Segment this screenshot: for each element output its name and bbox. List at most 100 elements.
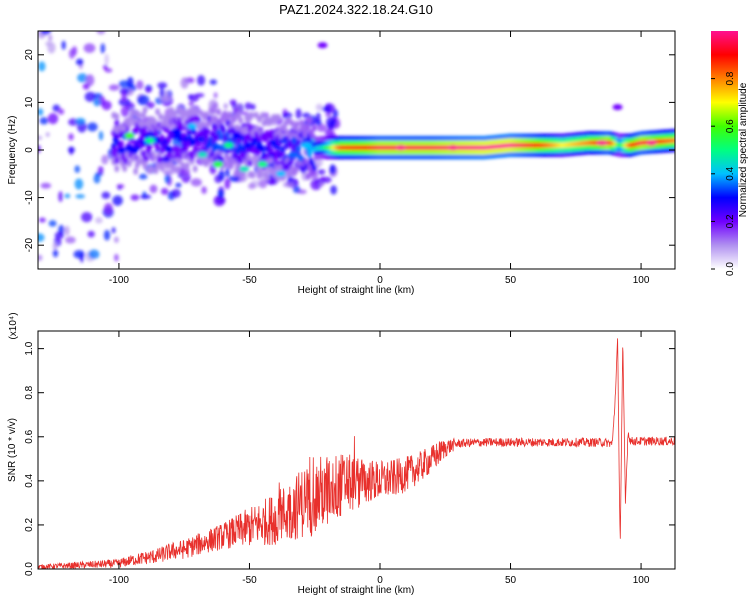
heatmap-cell — [229, 99, 237, 106]
heatmap-cell — [87, 122, 98, 132]
snr-frame — [37, 330, 676, 570]
heatmap-cell — [199, 109, 204, 117]
heatmap-cell — [227, 111, 233, 119]
heatmap-cell — [100, 43, 106, 54]
heatmap-cell — [305, 173, 311, 181]
heatmap-cell — [75, 117, 86, 125]
y-tick-label: 1.0 — [24, 341, 35, 355]
heatmap-cell — [77, 73, 88, 83]
heatmap-cell — [133, 167, 139, 175]
heatmap-cell — [170, 163, 176, 171]
heatmap-cell — [119, 140, 124, 148]
heatmap-cell — [38, 254, 43, 261]
colorbar-tick-label: 0.2 — [725, 214, 736, 228]
x-tick-label: 50 — [505, 275, 517, 286]
y-tick-label: 0.6 — [24, 429, 35, 443]
heatmap-cell — [228, 175, 240, 182]
heatmap-cell — [98, 130, 104, 141]
heatmap-cell — [325, 112, 332, 118]
heatmap-cell — [101, 100, 112, 111]
heatmap-cell — [282, 112, 293, 120]
heatmap-cell — [38, 144, 41, 154]
heatmap-cell — [142, 106, 148, 114]
heatmap-hotspot — [275, 170, 286, 177]
snr-y-ticks: 0.0 0.2 0.4 0.6 0.8 1.0 — [24, 341, 675, 576]
y-tick-label: 0.4 — [24, 473, 35, 487]
heatmap-cell — [164, 173, 170, 184]
heatmap-cell — [64, 225, 70, 236]
heatmap-cell — [40, 182, 52, 189]
heatmap-cell — [224, 178, 231, 190]
heatmap-cell — [275, 113, 281, 121]
heatmap-cell — [311, 164, 317, 172]
snr-x-label: Height of straight line (km) — [298, 585, 415, 596]
x-tick-label: -100 — [109, 275, 129, 286]
heatmap-cell — [315, 103, 324, 111]
heatmap-cell — [250, 103, 256, 111]
heatmap-cell — [38, 217, 46, 223]
heatmap-cell — [58, 191, 63, 203]
heatmap-cell — [220, 126, 226, 134]
heatmap-cell — [137, 94, 150, 106]
heatmap-cell — [672, 128, 675, 134]
heatmap-cell — [158, 113, 164, 121]
heatmap-cell — [52, 104, 61, 112]
heatmap-cell — [295, 108, 302, 120]
heatmap-cell — [104, 53, 109, 65]
x-tick-label: 100 — [633, 575, 650, 586]
heatmap-cell — [88, 249, 100, 259]
heatmap-cell — [282, 125, 287, 133]
heatmap-hotspot — [257, 161, 268, 168]
heatmap-cell — [120, 147, 126, 155]
heatmap-cell — [75, 58, 84, 66]
x-tick-label: -100 — [109, 575, 129, 586]
y-tick-label: -20 — [24, 238, 35, 253]
heatmap-cell — [101, 191, 111, 200]
heatmap-cell — [152, 154, 157, 162]
heatmap-cell — [136, 80, 144, 90]
colorbar-gradient — [711, 31, 738, 269]
heatmap-cell — [48, 220, 57, 227]
heatmap-cell — [201, 186, 207, 194]
heatmap-cell — [302, 112, 311, 118]
heatmap-cell — [155, 144, 160, 152]
heatmap-cell — [48, 34, 53, 42]
heatmap-cell — [236, 110, 242, 118]
heatmap-cell — [289, 119, 295, 127]
heatmap-cell — [253, 111, 259, 119]
heatmap-cell — [112, 195, 123, 206]
heatmap-cell — [141, 139, 146, 147]
heatmap-cell — [260, 144, 265, 152]
heatmap-cell — [114, 165, 120, 173]
heatmap-cell — [247, 159, 253, 167]
heatmap-cell — [138, 173, 148, 180]
heatmap-cell — [140, 194, 152, 199]
heatmap-cell — [159, 86, 165, 98]
snr-x-ticks: -100 -50 0 50 100 — [109, 331, 650, 586]
heatmap-cell — [61, 40, 66, 50]
heatmap-cell — [114, 253, 119, 262]
heatmap-cell — [248, 183, 256, 190]
heatmap-cell — [149, 184, 158, 194]
heatmap-cell — [157, 82, 168, 89]
heatmap-cell — [264, 174, 270, 182]
heatmap-cell — [47, 113, 59, 125]
heatmap-cell — [160, 187, 169, 195]
heatmap-cell — [58, 108, 65, 115]
heatmap-cell — [146, 101, 155, 109]
x-tick-label: -50 — [242, 275, 257, 286]
heatmap-cell — [128, 114, 134, 122]
heatmap-cell — [166, 135, 171, 143]
heatmap-cell — [38, 135, 43, 141]
heatmap-cell — [200, 120, 206, 128]
heatmap-hotspot — [145, 137, 156, 144]
snr-panel: -100 -50 0 50 100 0.0 0.2 0.4 0.6 0.8 1.0 Height … — [7, 312, 676, 596]
heatmap-cell — [194, 108, 200, 116]
heatmap-cell — [118, 80, 130, 88]
heatmap-hotspot — [197, 151, 208, 158]
heatmap-hotspot — [612, 104, 623, 111]
heatmap-hotspot — [596, 139, 607, 146]
heatmap-cell — [190, 178, 202, 187]
heatmap-cell — [116, 184, 125, 189]
